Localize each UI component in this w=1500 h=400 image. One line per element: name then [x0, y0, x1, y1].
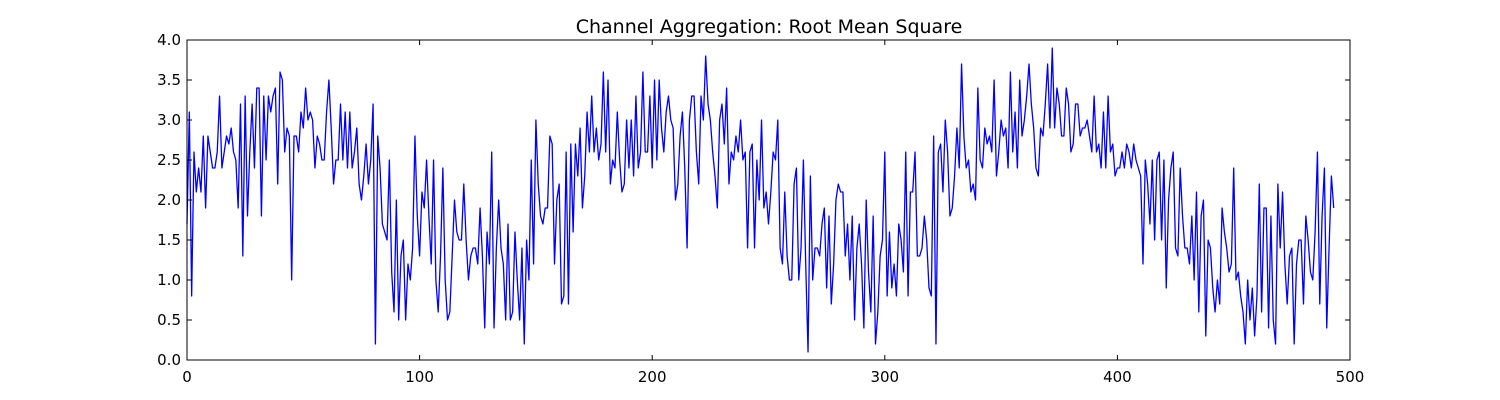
axes: 0 100 200 300 400 500 0.0 0.5 1.0 1.5 2.0 2.5 3.0 3.5…: [157, 31, 1364, 386]
x-tick-label: 400: [1103, 368, 1132, 386]
y-tick-label: 3.0: [157, 111, 181, 129]
y-tick-label: 1.5: [157, 231, 181, 249]
y-tick-label: 1.0: [157, 271, 181, 289]
y-tick-label: 2.5: [157, 151, 181, 169]
plot-area: [186, 47, 1335, 353]
y-tick-label: 3.5: [157, 71, 181, 89]
y-tick-label: 4.0: [157, 31, 181, 49]
series-line-0: [186, 47, 1335, 353]
x-tick-label: 200: [638, 368, 667, 386]
y-tick-label: 0.5: [157, 311, 181, 329]
x-tick-label: 500: [1336, 368, 1365, 386]
y-tick-label: 0.0: [157, 351, 181, 369]
chart-title: Channel Aggregation: Root Mean Square: [576, 16, 963, 38]
x-tick-label: 0: [182, 368, 192, 386]
y-tick-label: 2.0: [157, 191, 181, 209]
x-tick-label: 300: [870, 368, 899, 386]
x-tick-label: 100: [405, 368, 434, 386]
